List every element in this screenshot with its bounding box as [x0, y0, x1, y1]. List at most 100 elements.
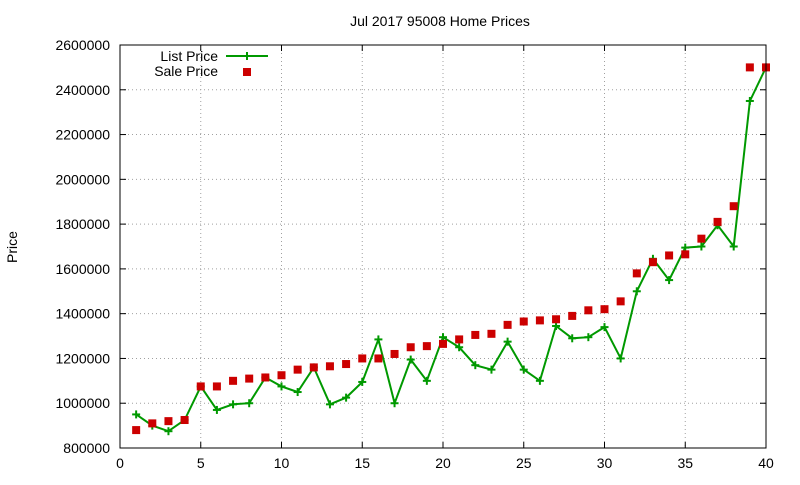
list-price-point [665, 276, 674, 285]
sale-price-point [745, 63, 754, 72]
list-price-point [681, 243, 690, 252]
list-price-point [358, 377, 367, 386]
list-price-point [439, 333, 447, 342]
list-price-point [487, 365, 496, 374]
sale-price-point [374, 354, 383, 363]
sale-price-point [455, 335, 464, 344]
sale-price-point [148, 419, 157, 428]
x-tick-label: 20 [435, 455, 451, 471]
x-tick-label: 30 [597, 455, 613, 471]
y-tick-label: 1800000 [55, 216, 110, 232]
sale-price-point [600, 305, 609, 314]
list-price-point [745, 96, 754, 105]
list-price-point [245, 399, 254, 408]
legend-label-sale-price: Sale Price [154, 63, 218, 79]
list-price-point [293, 388, 302, 397]
list-price-point [632, 287, 641, 296]
list-price-point [229, 400, 238, 409]
sale-price-point [229, 376, 238, 385]
sale-price-point [390, 349, 399, 358]
sale-price-point [293, 365, 302, 374]
list-price-point [342, 393, 351, 402]
sale-price-point [358, 354, 367, 363]
sale-price-point [568, 311, 577, 320]
list-price-point [277, 382, 286, 391]
sale-price-point [584, 306, 593, 315]
sale-price-point [325, 362, 334, 371]
sale-price-point [132, 426, 141, 435]
sale-price-point [665, 251, 674, 260]
x-tick-label: 5 [197, 455, 205, 471]
sale-price-point [471, 330, 480, 339]
list-price-point [535, 376, 544, 385]
plot-frame [119, 44, 767, 449]
chart-title: Jul 2017 95008 Home Prices [350, 13, 530, 29]
sale-price-point [261, 373, 270, 382]
list-price-point [584, 333, 593, 342]
sale-price-point [277, 371, 286, 380]
x-tick-label: 35 [677, 455, 693, 471]
y-tick-label: 800000 [63, 440, 110, 456]
list-price-point [616, 354, 625, 363]
x-tick-label: 0 [116, 455, 124, 471]
y-tick-label: 2400000 [55, 82, 110, 98]
list-price-point [164, 427, 173, 436]
list-price-point [568, 334, 577, 343]
sale-price-point [439, 339, 447, 348]
x-tick-label: 25 [516, 455, 532, 471]
sale-price-point [164, 417, 173, 426]
list-price-point [406, 355, 415, 364]
sale-price-point [406, 343, 415, 352]
x-tick-label: 40 [758, 455, 774, 471]
sale-price-point [729, 202, 738, 211]
list-price-point [471, 361, 480, 370]
list-price-point [390, 399, 399, 408]
series-layer [132, 63, 770, 436]
sale-price-point [648, 258, 657, 267]
sale-price-point [309, 363, 318, 372]
list-price-point [422, 376, 431, 385]
list-price-point [325, 400, 334, 409]
legend: List Price Sale Price [154, 48, 268, 79]
sale-price-point [503, 320, 512, 329]
list-price-point [519, 365, 528, 374]
x-tick-label: 10 [274, 455, 290, 471]
sale-price-point [196, 382, 205, 391]
y-tick-label: 2200000 [55, 127, 110, 143]
sale-price-point [681, 250, 690, 259]
sale-price-point [342, 360, 351, 369]
y-tick-label: 2600000 [55, 37, 110, 53]
tick-layer: 800000 1000000 1200000 1400000 1600000 180000… [55, 37, 774, 471]
sale-price-point [519, 317, 528, 326]
list-price-line [135, 66, 767, 433]
x-tick-label: 15 [354, 455, 370, 471]
list-price-point [455, 343, 464, 352]
y-tick-label: 1400000 [55, 306, 110, 322]
sale-price-point [713, 217, 722, 226]
sale-price-point [616, 297, 625, 306]
sale-price-point [245, 374, 254, 383]
list-price-point [600, 323, 609, 332]
y-tick-label: 1200000 [55, 350, 110, 366]
legend-sample-sale-price-marker [243, 68, 251, 76]
sale-price-point [632, 269, 641, 278]
y-tick-label: 1000000 [55, 395, 110, 411]
sale-price-point [535, 316, 544, 325]
sale-price-point [552, 315, 561, 324]
legend-label-list-price: List Price [160, 48, 218, 64]
list-price-point [503, 337, 512, 346]
list-price-point [552, 321, 561, 330]
sale-price-point [487, 329, 496, 338]
legend-sample-list-price-marker [243, 52, 251, 60]
sale-price-point [422, 342, 431, 351]
sale-price-point [180, 416, 189, 425]
y-axis-label: Price [4, 231, 20, 263]
list-price-point [374, 335, 383, 344]
y-tick-label: 1600000 [55, 261, 110, 277]
list-price-point [132, 410, 141, 419]
sale-price-point [697, 234, 706, 243]
y-tick-label: 2000000 [55, 171, 110, 187]
list-price-point [212, 405, 221, 414]
